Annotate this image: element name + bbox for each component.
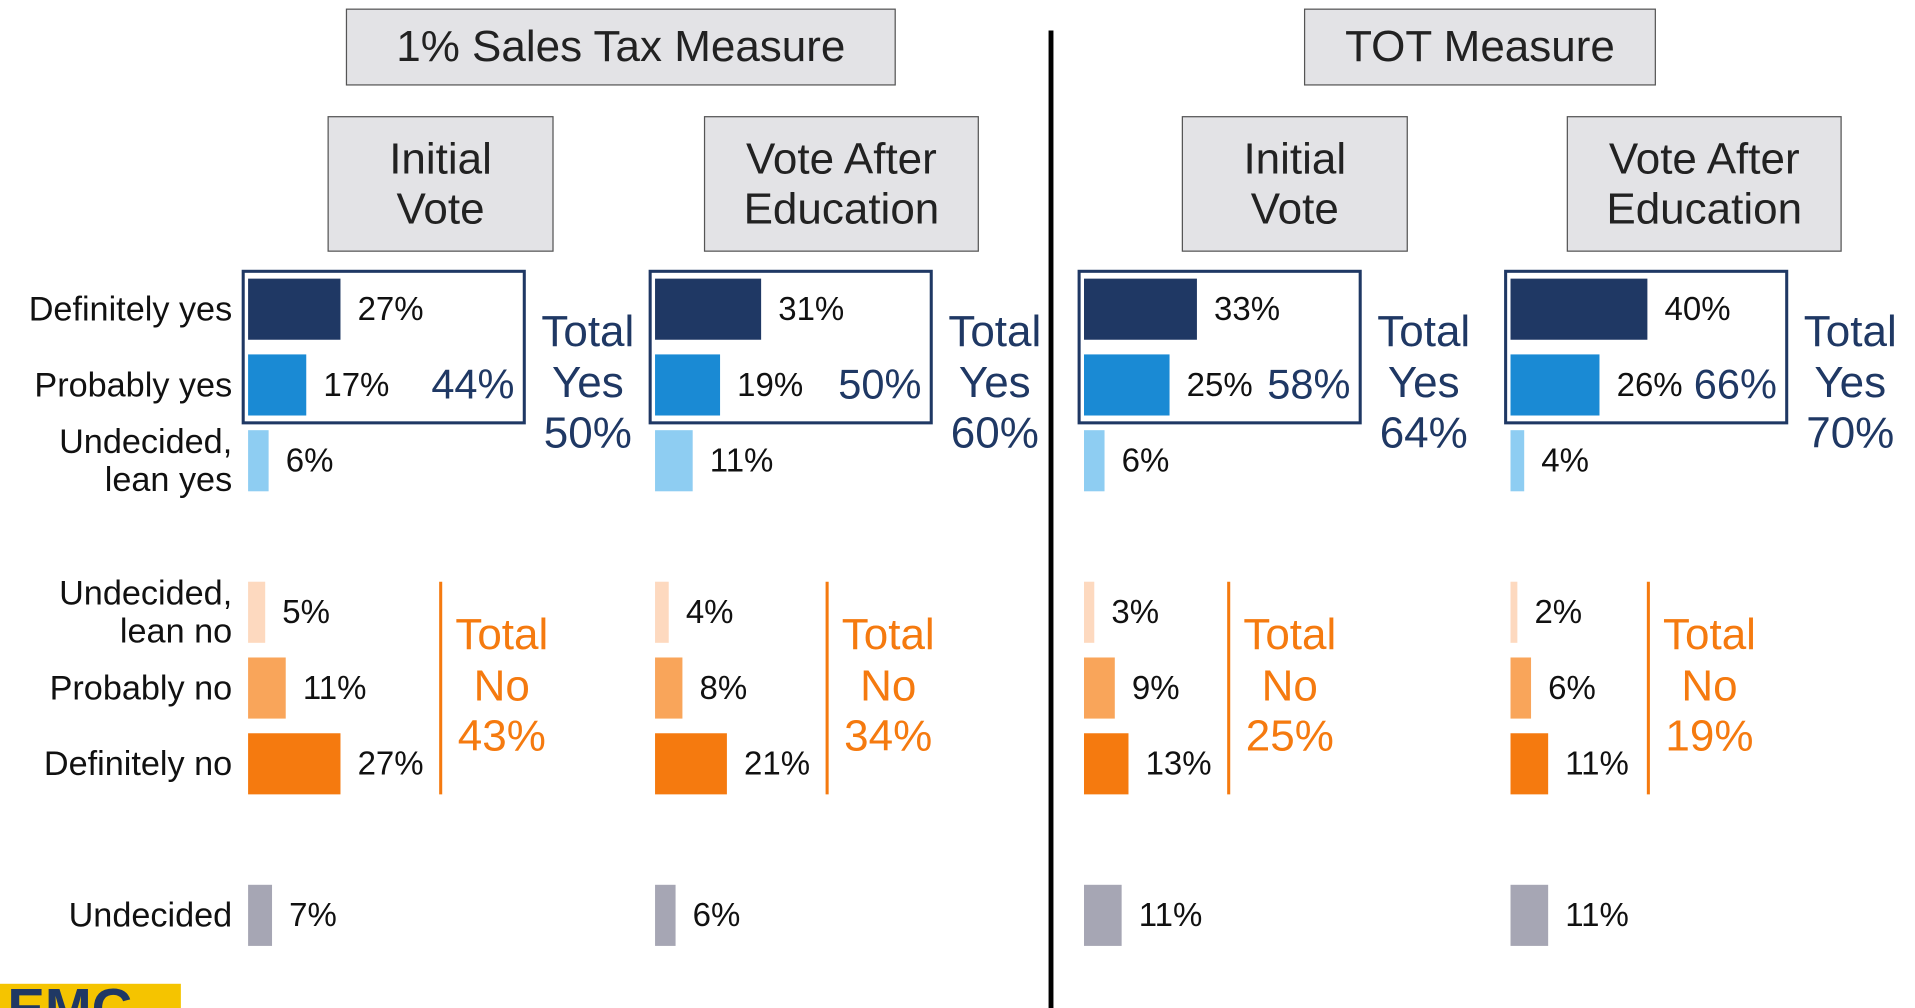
top2-total: 58% <box>1267 361 1351 409</box>
value-label: 13% <box>1145 745 1212 783</box>
bar <box>655 581 669 643</box>
total-yes-value: 70% <box>1806 406 1895 458</box>
category-label: Undecided, lean yes <box>59 422 233 499</box>
value-label: 11% <box>302 669 367 707</box>
value-label: 26% <box>1616 366 1683 404</box>
total-no-text: Total No <box>455 608 549 711</box>
bar <box>248 657 286 719</box>
value-label: 9% <box>1131 669 1180 707</box>
bar <box>1084 657 1115 719</box>
category-label: Probably no <box>49 668 233 707</box>
value-label: 33% <box>1214 290 1281 328</box>
bar <box>1084 354 1170 416</box>
logo-box <box>0 983 181 1008</box>
panel-title: Initial Vote <box>327 116 554 252</box>
value-label: 6% <box>285 442 334 479</box>
bar <box>1510 733 1549 795</box>
total-no-value: 34% <box>844 710 933 761</box>
bar <box>248 733 341 795</box>
bar <box>655 354 721 416</box>
bar <box>248 278 341 340</box>
total-yes-text: Total Yes <box>1377 305 1471 408</box>
value-label: 5% <box>282 593 331 631</box>
bar <box>655 884 676 946</box>
value-label: 11% <box>1138 896 1203 934</box>
bar <box>1510 430 1525 492</box>
bar <box>248 354 307 416</box>
value-label: 11% <box>709 442 774 479</box>
value-label: 8% <box>699 669 748 707</box>
value-label: 6% <box>1548 669 1596 707</box>
bar <box>1084 733 1129 795</box>
panel-title: Vote After Education <box>703 116 979 252</box>
top2-box <box>241 269 526 425</box>
total-yes-text: Total Yes <box>541 305 635 408</box>
bar <box>1510 278 1648 340</box>
value-label: 40% <box>1664 290 1731 328</box>
category-label: Definitely yes <box>28 290 233 328</box>
top2-total: 44% <box>431 361 515 409</box>
value-label: 3% <box>1111 593 1160 631</box>
total-no-text: Total No <box>1663 608 1756 711</box>
value-label: 7% <box>289 896 337 934</box>
total-no-text: Total No <box>841 608 935 711</box>
top2-box <box>1504 269 1789 425</box>
value-label: 25% <box>1186 366 1253 404</box>
category-label: Definitely no <box>43 744 233 783</box>
top2-box <box>1077 269 1362 425</box>
value-label: 6% <box>692 896 741 934</box>
bar <box>1084 430 1105 492</box>
bar <box>248 581 266 643</box>
bar <box>655 733 727 795</box>
value-label: 6% <box>1121 442 1170 479</box>
bar <box>1510 657 1532 719</box>
bar <box>655 657 683 719</box>
bar <box>1084 884 1122 946</box>
value-label: 19% <box>737 366 804 404</box>
value-label: 2% <box>1534 593 1583 631</box>
value-label: 31% <box>778 290 845 328</box>
bar <box>1510 354 1600 416</box>
bar <box>1510 581 1518 643</box>
total-yes-value: 64% <box>1379 406 1468 458</box>
total-yes-value: 60% <box>950 406 1039 458</box>
bar <box>655 430 693 492</box>
category-label: Undecided, lean no <box>59 573 233 651</box>
bar <box>1510 884 1549 946</box>
category-label: Undecided <box>68 896 233 935</box>
bar <box>1084 581 1095 643</box>
bar <box>248 884 273 946</box>
top2-total: 66% <box>1693 361 1777 409</box>
bar <box>248 430 269 492</box>
value-label: 17% <box>323 366 390 404</box>
value-label: 11% <box>1565 745 1629 783</box>
total-no-value: 43% <box>457 710 546 761</box>
value-label: 4% <box>1541 442 1589 479</box>
total-yes-value: 50% <box>543 406 632 458</box>
panel-title: Vote After Education <box>1566 116 1842 252</box>
total-no-value: 25% <box>1245 710 1334 761</box>
category-label: Probably yes <box>34 365 233 404</box>
value-label: 27% <box>357 290 424 328</box>
panel-title: Initial Vote <box>1181 116 1408 252</box>
top2-total: 50% <box>838 361 922 409</box>
bar <box>655 278 762 340</box>
value-label: 4% <box>685 593 734 631</box>
total-yes-text: Total Yes <box>948 305 1042 408</box>
logo: EMC <box>7 977 132 1008</box>
total-no-text: Total No <box>1243 608 1337 711</box>
total-yes-text: Total Yes <box>1803 305 1897 408</box>
value-label: 11% <box>1565 896 1629 934</box>
top2-box <box>648 269 933 425</box>
value-label: 27% <box>357 745 424 783</box>
measure-title: 1% Sales Tax Measure <box>345 8 896 86</box>
total-no-value: 19% <box>1665 710 1754 761</box>
bar <box>1084 278 1197 340</box>
value-label: 21% <box>744 745 811 783</box>
measure-title: TOT Measure <box>1303 8 1656 86</box>
